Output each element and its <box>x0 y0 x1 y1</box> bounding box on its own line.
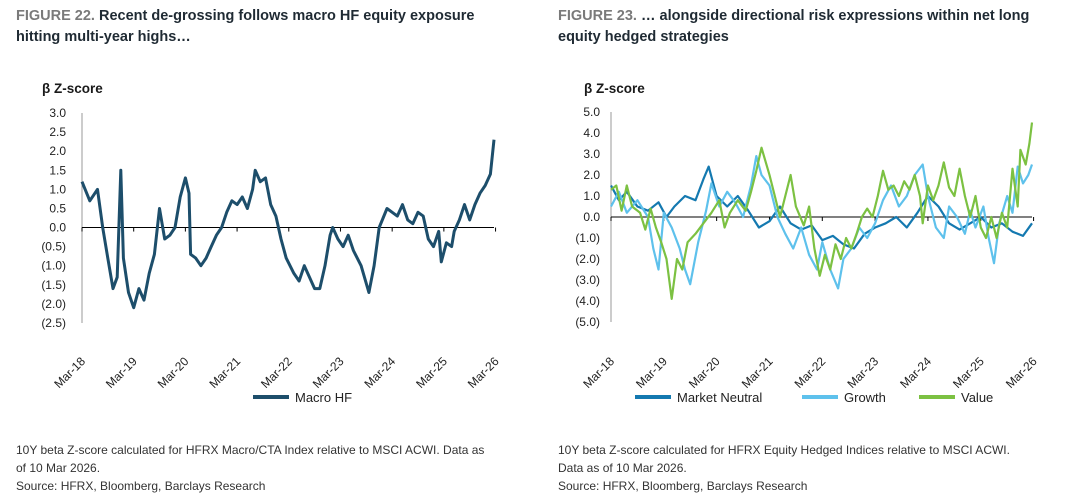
x-tick-label: Mar-18 <box>580 354 617 391</box>
y-axis-label: β Z-score <box>42 81 103 96</box>
macro-hf-chart: β Z-score 3.0 2.5 2.0 1.5 1.0 0.5 0.0 (0.5) (1.0)… <box>41 81 502 405</box>
legend-label-market-neutral: Market Neutral <box>677 390 762 405</box>
x-tick-label: Mar-25 <box>950 354 987 391</box>
x-tick-label: Mar-24 <box>362 354 399 391</box>
equity-hedged-chart: β Z-score 5.0 4.0 3.0 2.0 1.0 0.0 (1.0) (2.0) (3.… <box>575 81 1040 405</box>
x-tick-label: Mar-20 <box>686 354 723 391</box>
y-tick-label: (2.0) <box>41 297 66 311</box>
y-tick-label: (1.0) <box>575 231 600 245</box>
y-tick-label: 2.0 <box>49 144 66 158</box>
figure-22-number: FIGURE 22. <box>16 8 95 24</box>
figure-23-notes: 10Y beta Z-score calculated for HFRX Equ… <box>558 441 1073 495</box>
y-tick-label: (0.5) <box>41 240 66 254</box>
y-tick-label: (2.0) <box>575 252 600 266</box>
legend-label-macro-hf: Macro HF <box>295 390 352 405</box>
x-tick-label: Mar-18 <box>51 354 88 391</box>
x-tick-label: Mar-20 <box>155 354 192 391</box>
y-tick-label: 0.0 <box>583 210 600 224</box>
y-tick-label: 4.0 <box>583 126 600 140</box>
y-tick-label: 3.0 <box>49 106 66 120</box>
x-tick-label: Mar-21 <box>206 354 243 391</box>
x-tick-label: Mar-26 <box>465 354 502 391</box>
figure-23-heading: … alongside directional risk expressions… <box>558 8 1030 45</box>
x-tick-label: Mar-25 <box>413 354 450 391</box>
series-line-value <box>610 122 1034 300</box>
figure-22-notes: 10Y beta Z-score calculated for HFRX Mac… <box>16 441 531 495</box>
x-tick-label: Mar-19 <box>633 354 670 391</box>
y-tick-label: 3.0 <box>583 147 600 161</box>
y-tick-label: (1.5) <box>41 278 66 292</box>
y-axis-label: β Z-score <box>584 81 645 96</box>
y-tick-label: (2.5) <box>41 316 66 330</box>
x-tick-label: Mar-23 <box>844 354 881 391</box>
y-tick-label: 5.0 <box>583 105 600 119</box>
y-tick-label: 1.0 <box>583 189 600 203</box>
figure-23-title: FIGURE 23. … alongside directional risk … <box>558 6 1063 48</box>
legend-label-growth: Growth <box>844 390 886 405</box>
figure-22-note-2: of 10 Mar 2026. <box>16 461 101 475</box>
figure-22-note-1: 10Y beta Z-score calculated for HFRX Mac… <box>16 443 485 457</box>
y-tick-label: (3.0) <box>575 273 600 287</box>
figure-22-heading: Recent de-grossing follows macro HF equi… <box>16 8 475 45</box>
y-tick-label: 2.0 <box>583 168 600 182</box>
figure-23-panel: FIGURE 23. … alongside directional risk … <box>540 0 1080 499</box>
x-tick-label: Mar-19 <box>103 354 140 391</box>
x-tick-label: Mar-22 <box>258 354 295 391</box>
y-tick-label: 1.0 <box>49 182 66 196</box>
figure-22-title: FIGURE 22. Recent de-grossing follows ma… <box>16 6 521 48</box>
series-line-macro-hf <box>80 139 496 310</box>
x-tick-label: Mar-26 <box>1003 354 1040 391</box>
y-tick-label: (5.0) <box>575 315 600 329</box>
legend-label-value: Value <box>961 390 993 405</box>
figure-23-number: FIGURE 23. <box>558 8 637 24</box>
y-tick-label: (4.0) <box>575 294 600 308</box>
x-tick-label: Mar-21 <box>739 354 776 391</box>
x-tick-label: Mar-22 <box>792 354 829 391</box>
figure-23-source: Source: HFRX, Bloomberg, Barclays Resear… <box>558 479 808 493</box>
x-tick-label: Mar-23 <box>310 354 347 391</box>
y-tick-label: 2.5 <box>49 125 66 139</box>
x-tick-label: Mar-24 <box>897 354 934 391</box>
figure-22-source: Source: HFRX, Bloomberg, Barclays Resear… <box>16 479 266 493</box>
y-tick-label: (1.0) <box>41 259 66 273</box>
figure-22-panel: FIGURE 22. Recent de-grossing follows ma… <box>16 6 531 495</box>
figure-23-note-1: 10Y beta Z-score calculated for HFRX Equ… <box>558 443 1010 457</box>
figure-23-note-2: Data as of 10 Mar 2026. <box>558 461 687 475</box>
y-tick-label: 0.5 <box>49 201 66 215</box>
y-tick-label: 0.0 <box>49 221 66 235</box>
y-tick-label: 1.5 <box>49 163 66 177</box>
